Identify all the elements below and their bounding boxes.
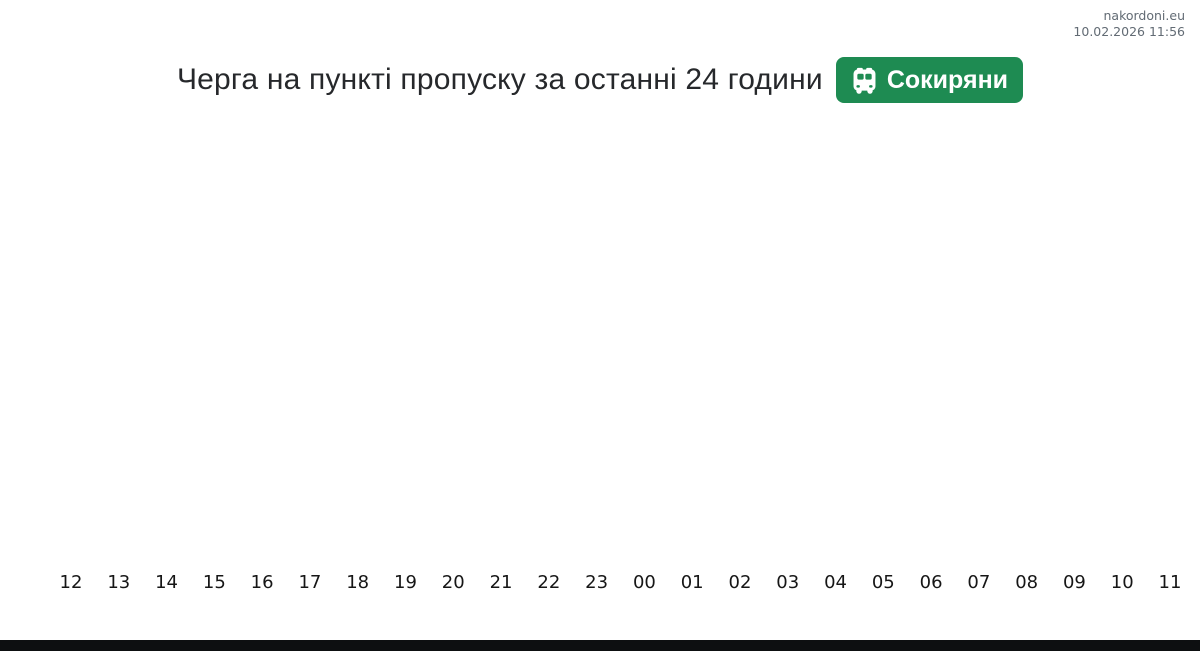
page-title: Черга на пункті пропуску за останні 24 г…: [176, 63, 823, 96]
x-axis-tick: 10: [1110, 572, 1134, 593]
x-axis-tick: 22: [537, 572, 561, 593]
chart-header: Черга на пункті пропуску за останні 24 г…: [0, 56, 1200, 104]
x-axis-tick: 23: [585, 572, 609, 593]
site-link[interactable]: nakordoni.eu: [1103, 8, 1185, 23]
x-axis-tick: 00: [632, 572, 656, 593]
checkpoint-badge-label: Сокиряни: [886, 65, 1009, 94]
x-axis-tick: 09: [1062, 572, 1086, 593]
x-axis-tick: 03: [776, 572, 800, 593]
timestamp: 10.02.2026 11:56: [1073, 24, 1185, 39]
x-axis-tick: 16: [250, 572, 274, 593]
x-axis-tick: 18: [346, 572, 370, 593]
x-axis-tick: 06: [919, 572, 943, 593]
x-axis-tick: 21: [489, 572, 513, 593]
x-axis-tick: 14: [155, 572, 179, 593]
x-axis-tick: 20: [441, 572, 465, 593]
bottom-bar: [0, 640, 1200, 651]
x-axis-tick: 11: [1158, 572, 1182, 593]
chart-area: [0, 110, 1200, 570]
site-meta: nakordoni.eu 10.02.2026 11:56: [1073, 8, 1185, 40]
x-axis-tick: 05: [871, 572, 895, 593]
x-axis-tick: 19: [394, 572, 417, 593]
x-axis-tick: 13: [107, 572, 131, 593]
x-axis-tick: 08: [1015, 572, 1039, 593]
x-axis-tick: 02: [728, 572, 752, 593]
x-axis-tick: 15: [202, 572, 226, 593]
x-axis-tick: 17: [298, 572, 322, 593]
checkpoint-badge[interactable]: Сокиряни: [835, 57, 1024, 103]
x-axis-tick: 01: [680, 572, 704, 593]
x-axis-tick: 04: [824, 572, 847, 593]
x-axis-tick: 12: [59, 572, 83, 593]
x-axis-tick: 07: [967, 572, 991, 593]
x-axis: 12 13 14 15 16 17 18 19 20 21 22 23 00 01 02 03 04 05 06 07…: [0, 572, 1200, 596]
bus-icon: [851, 67, 878, 94]
